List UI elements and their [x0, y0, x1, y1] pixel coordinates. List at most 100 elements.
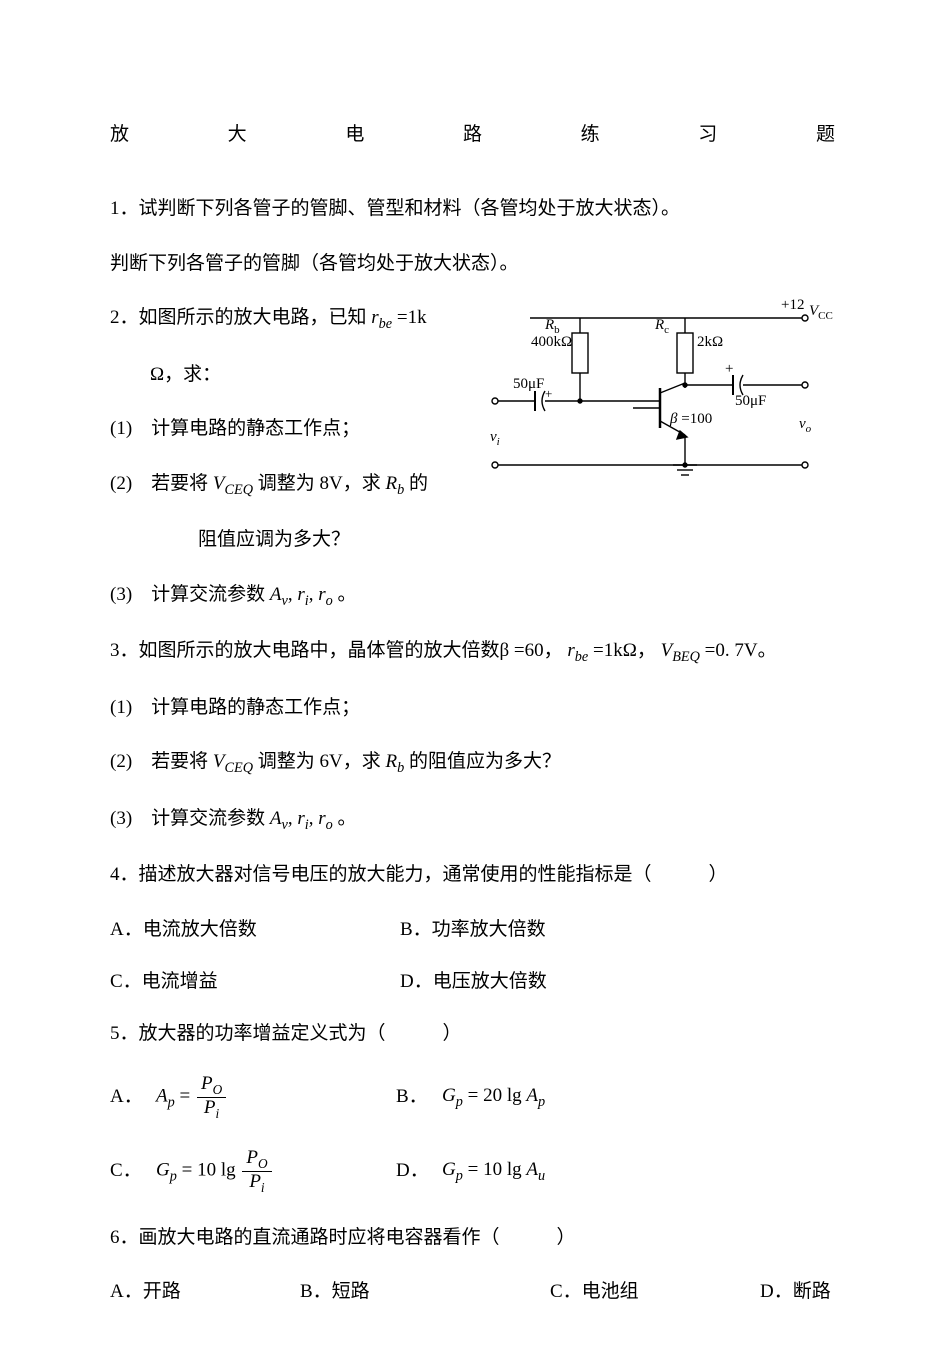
q3-sub2-pre: (2) 若要将 — [110, 751, 208, 772]
svg-text:VCC: VCC — [809, 303, 833, 322]
q5-d-lhs-sub: p — [456, 1168, 463, 1184]
q5-a-expr: Ap = PO Pi — [156, 1074, 396, 1121]
q3-sub2-mid: 调整为 6V，求 — [258, 751, 381, 772]
q5-c-den-sub: i — [261, 1180, 265, 1195]
q5-b-a-sub: p — [538, 1094, 545, 1110]
q3-sub1: (1) 计算电路的静态工作点； — [110, 693, 835, 723]
title-char: 大 — [228, 120, 247, 150]
ri-sub: i — [305, 592, 309, 608]
q5-d-lhs: G — [442, 1159, 456, 1180]
q3-rb-sub: b — [397, 760, 404, 776]
q3-vbeq-sub: BEQ — [672, 649, 700, 665]
q1-line2: 判断下列各管子的管脚（各管均处于放大状态）。 — [110, 249, 835, 279]
rb-sub: b — [397, 481, 404, 497]
q3-sub3-pre: (3) 计算交流参数 — [110, 808, 270, 829]
rbe-val: =1k — [392, 307, 426, 328]
q3-rbe-val: =1kΩ， — [588, 640, 656, 661]
q5-a-lhs: A — [156, 1085, 168, 1106]
q2-sub2-mid: 调整为 8V，求 — [258, 473, 381, 494]
q3-vbeq-val: =0. 7V。 — [700, 640, 777, 661]
svg-text:50μF: 50μF — [513, 376, 544, 392]
q5-c-expr: Gp = 10 lg PO Pi — [156, 1148, 396, 1195]
q2-sub2-pre: (2) 若要将 — [110, 473, 208, 494]
q3-ri: r — [297, 808, 304, 829]
q5-a-den-sub: i — [216, 1105, 220, 1120]
page: 放 大 电 路 练 习 题 1．试判断下列各管子的管脚、管型和材料（各管均处于放… — [0, 0, 945, 1368]
q2-sub2-post: 的 — [409, 473, 428, 494]
q4-row1: A．电流放大倍数 B．功率放大倍数 — [110, 915, 835, 945]
q4-opt-c: C．电流增益 — [110, 967, 400, 997]
q2-sub2-line2: 阻值应调为多大？ — [110, 525, 465, 555]
svg-text:vi: vi — [490, 429, 500, 448]
rbe-sub: be — [379, 316, 392, 332]
q2-sub1: (1) 计算电路的静态工作点； — [110, 414, 465, 444]
q5-a-den: P — [204, 1097, 216, 1118]
svg-text:50μF: 50μF — [735, 393, 766, 409]
q3-av-sub: v — [282, 817, 288, 833]
q5-c-num: P — [246, 1147, 258, 1168]
q2-unit-line: Ω，求： — [110, 360, 465, 390]
q2-sub3: (3) 计算交流参数 Av, ri, ro 。 — [110, 580, 835, 613]
svg-text:+: + — [725, 361, 733, 377]
q5-b-mid: = 20 lg — [468, 1085, 527, 1106]
q4-opt-b: B．功率放大倍数 — [400, 915, 660, 945]
q5-a-num-sub: O — [213, 1082, 223, 1097]
q3-rbe-sub: be — [575, 649, 588, 665]
q5-b-lhs-sub: p — [456, 1094, 463, 1110]
svg-text:+12: +12 — [781, 297, 804, 313]
rb-sym: R — [386, 473, 398, 494]
q5-b-label: B． — [396, 1082, 442, 1112]
q5-a-label: A． — [110, 1082, 156, 1112]
q3-ro-sub: o — [326, 817, 333, 833]
svg-text:vo: vo — [799, 416, 812, 435]
av-sub: v — [282, 592, 288, 608]
q3-rbe: r — [567, 640, 574, 661]
q5-c-label: C． — [110, 1156, 156, 1186]
q5-d-expr: Gp = 10 lg Au — [442, 1155, 682, 1188]
q5-stem: 5．放大器的功率增益定义式为（ ） — [110, 1019, 835, 1049]
vceq-sym: V — [213, 473, 225, 494]
q6-opt-b: B．短路 — [300, 1277, 550, 1307]
q6-opt-a: A．开路 — [110, 1277, 300, 1307]
q5-d-mid: = 10 lg — [468, 1159, 527, 1180]
q3-sub2: (2) 若要将 VCEQ 调整为 6V，求 Rb 的阻值应为多大？ — [110, 747, 835, 780]
q6-stem: 6．画放大电路的直流通路时应将电容器看作（ ） — [110, 1223, 835, 1253]
q2-head-text: 2．如图所示的放大电路，已知 — [110, 307, 367, 328]
q3-sub3-post: 。 — [338, 808, 357, 829]
q2-sub3-post: 。 — [338, 584, 357, 605]
q5-row2: C． Gp = 10 lg PO Pi D． Gp = 10 lg Au — [110, 1148, 835, 1195]
q5-b-lhs: G — [442, 1085, 456, 1106]
q5-a-lhs-sub: p — [168, 1094, 175, 1110]
title-char: 放 — [110, 120, 129, 150]
ri-sym: r — [297, 584, 304, 605]
q4-opt-a: A．电流放大倍数 — [110, 915, 400, 945]
q4-opt-d: D．电压放大倍数 — [400, 967, 660, 997]
q6-opt-c: C．电池组 — [550, 1277, 760, 1307]
q4-row2: C．电流增益 D．电压放大倍数 — [110, 967, 835, 997]
q5-c-mid: = 10 lg — [182, 1160, 236, 1181]
rbe-sym: r — [371, 307, 378, 328]
svg-text:β =100: β =100 — [669, 411, 712, 427]
q5-d-a: A — [526, 1159, 538, 1180]
q5-b-expr: Gp = 20 lg Ap — [442, 1081, 682, 1114]
q5-c-den: P — [249, 1171, 261, 1192]
q3-vceq: V — [213, 751, 225, 772]
svg-text:+: + — [545, 386, 552, 401]
q2-head: 2．如图所示的放大电路，已知 rbe =1k — [110, 303, 465, 336]
q5-d-label: D． — [396, 1156, 442, 1186]
svg-text:2kΩ: 2kΩ — [697, 334, 723, 350]
q3-vbeq: V — [661, 640, 673, 661]
q4-stem: 4．描述放大器对信号电压的放大能力，通常使用的性能指标是（ ） — [110, 860, 835, 890]
q5-d-a-sub: u — [538, 1168, 545, 1184]
q2-sub2: (2) 若要将 VCEQ 调整为 8V，求 Rb 的 — [110, 469, 465, 502]
title-char: 题 — [816, 120, 835, 150]
av-sym: A — [270, 584, 282, 605]
q5-a-num: P — [201, 1073, 213, 1094]
q5-c-num-sub: O — [258, 1156, 268, 1171]
q6-options: A．开路 B．短路 C．电池组 D．断路 — [110, 1277, 835, 1307]
ro-sym: r — [318, 584, 325, 605]
q3-rb: R — [386, 751, 398, 772]
title-char: 练 — [581, 120, 600, 150]
q3-ro: r — [318, 808, 325, 829]
q5-c-lhs-sub: p — [170, 1169, 177, 1185]
